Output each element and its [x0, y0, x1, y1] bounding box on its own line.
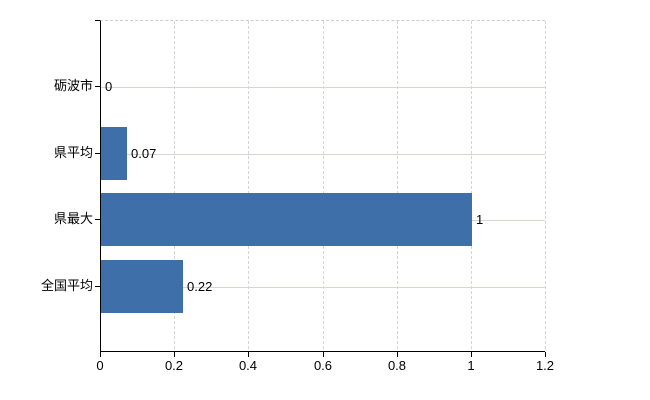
x-axis-tick-label: 1 — [467, 358, 475, 373]
x-axis-tick-label: 0.8 — [387, 358, 407, 373]
horizontal-gridline — [101, 287, 545, 288]
x-axis-tick — [471, 352, 472, 357]
bar — [101, 260, 183, 313]
bar — [101, 127, 127, 180]
bar-value-label: 1 — [476, 212, 484, 227]
y-axis-tick — [95, 219, 100, 220]
bar-value-label: 0.22 — [187, 279, 213, 294]
vertical-gridline — [323, 21, 324, 351]
x-axis-tick-label: 0.6 — [313, 358, 333, 373]
y-axis-category-label: 県平均 — [53, 145, 93, 160]
vertical-gridline — [545, 21, 546, 351]
vertical-gridline — [471, 21, 472, 351]
horizontal-gridline — [101, 87, 545, 88]
bar-value-label: 0 — [105, 79, 113, 94]
x-axis-tick-label: 0.2 — [164, 358, 184, 373]
x-axis-tick-label: 0 — [96, 358, 104, 373]
y-axis-category-label: 全国平均 — [40, 278, 93, 293]
y-axis-category-label: 砺波市 — [53, 78, 93, 93]
x-axis-tick — [545, 352, 546, 357]
x-axis-tick-label: 0.4 — [238, 358, 258, 373]
x-axis-tick — [248, 352, 249, 357]
plot-area: 0 0.07 1 0.22 — [100, 20, 546, 352]
bar-value-label: 0.07 — [131, 146, 157, 161]
vertical-gridline — [397, 21, 398, 351]
y-axis-top-tick — [95, 20, 100, 21]
x-axis-tick — [100, 352, 101, 357]
x-axis-tick — [397, 352, 398, 357]
bar — [101, 193, 472, 246]
y-axis-category-label: 県最大 — [53, 211, 93, 226]
y-axis-tick — [95, 153, 100, 154]
vertical-gridline — [248, 21, 249, 351]
x-axis-tick — [174, 352, 175, 357]
x-axis-tick — [323, 352, 324, 357]
vertical-gridline — [174, 21, 175, 351]
horizontal-gridline — [101, 154, 545, 155]
y-axis-tick — [95, 286, 100, 287]
x-axis-tick-label: 1.2 — [535, 358, 555, 373]
y-axis-tick — [95, 86, 100, 87]
